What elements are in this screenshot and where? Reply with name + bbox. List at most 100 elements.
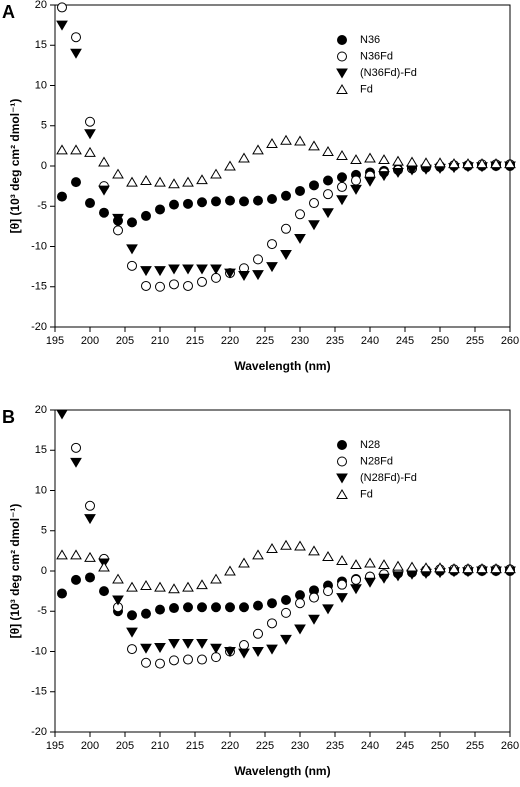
marker [295, 209, 305, 220]
marker [336, 555, 348, 566]
marker [281, 607, 291, 618]
marker [434, 562, 446, 573]
marker [238, 152, 250, 163]
x-tick-label: 210 [151, 740, 169, 752]
marker [392, 560, 404, 571]
marker [154, 581, 166, 592]
marker [169, 199, 179, 210]
marker [84, 129, 96, 140]
marker [141, 608, 151, 619]
marker [295, 185, 305, 196]
y-tick-label: -15 [31, 686, 47, 698]
marker [337, 579, 347, 590]
marker [112, 213, 124, 224]
marker [211, 272, 221, 283]
marker [126, 176, 138, 187]
marker [85, 572, 95, 583]
marker [294, 624, 306, 635]
marker [141, 657, 151, 668]
marker [490, 158, 502, 169]
x-tick-label: 195 [46, 335, 64, 347]
marker [154, 642, 166, 653]
marker [56, 20, 68, 31]
y-tick-label: 20 [35, 404, 47, 416]
marker [462, 158, 474, 169]
marker [224, 565, 236, 576]
marker [169, 279, 179, 290]
legend-label: N36Fd [360, 50, 393, 62]
marker [57, 2, 67, 13]
x-tick-label: 220 [221, 740, 239, 752]
marker [280, 634, 292, 645]
marker [238, 648, 250, 659]
marker [196, 579, 208, 590]
marker [336, 150, 348, 161]
marker [364, 152, 376, 163]
x-tick-label: 250 [431, 740, 449, 752]
marker [211, 652, 221, 663]
marker [253, 195, 263, 206]
marker [420, 157, 432, 168]
marker [350, 184, 362, 195]
legend-marker [337, 456, 347, 467]
marker [406, 561, 418, 572]
marker [392, 167, 404, 178]
marker [182, 264, 194, 275]
marker [57, 191, 67, 202]
marker [252, 549, 264, 560]
legend-marker [336, 84, 348, 94]
y-tick-label: 5 [41, 120, 47, 132]
marker [350, 154, 362, 165]
marker [57, 588, 67, 599]
x-tick-label: 250 [431, 335, 449, 347]
legend-label: (N28Fd)-Fd [360, 472, 417, 484]
marker [183, 654, 193, 665]
marker [182, 176, 194, 187]
legend-label: Fd [360, 488, 373, 500]
y-tick-label: -20 [31, 321, 47, 333]
x-tick-label: 260 [501, 335, 519, 347]
x-tick-label: 235 [326, 335, 344, 347]
marker [239, 602, 249, 613]
marker [71, 177, 81, 188]
marker [448, 563, 460, 574]
y-tick-label: -5 [37, 605, 47, 617]
y-tick-label: 0 [41, 565, 47, 577]
marker [224, 160, 236, 171]
marker [280, 250, 292, 261]
x-tick-label: 245 [396, 335, 414, 347]
marker [434, 157, 446, 168]
marker [196, 264, 208, 275]
marker [504, 158, 516, 169]
x-tick-label: 255 [466, 740, 484, 752]
marker [350, 559, 362, 570]
marker [127, 217, 137, 228]
legend-marker [336, 489, 348, 499]
marker [183, 602, 193, 613]
marker [70, 549, 82, 560]
marker [85, 116, 95, 127]
x-tick-label: 235 [326, 740, 344, 752]
y-tick-label: 5 [41, 525, 47, 537]
x-tick-label: 230 [291, 740, 309, 752]
marker [323, 586, 333, 597]
marker [140, 266, 152, 277]
marker [127, 260, 137, 271]
marker [168, 178, 180, 189]
x-tick-label: 225 [256, 740, 274, 752]
y-tick-label: 10 [35, 484, 47, 496]
y-tick-label: -15 [31, 281, 47, 293]
marker [420, 562, 432, 573]
marker [252, 647, 264, 657]
marker [309, 198, 319, 209]
marker [169, 655, 179, 666]
x-tick-label: 210 [151, 335, 169, 347]
marker [336, 593, 348, 604]
marker [141, 280, 151, 291]
y-tick-label: -10 [31, 240, 47, 252]
y-tick-label: -10 [31, 645, 47, 657]
marker [323, 175, 333, 186]
marker [183, 280, 193, 291]
marker [337, 172, 347, 183]
legend-label: N28 [360, 439, 380, 451]
